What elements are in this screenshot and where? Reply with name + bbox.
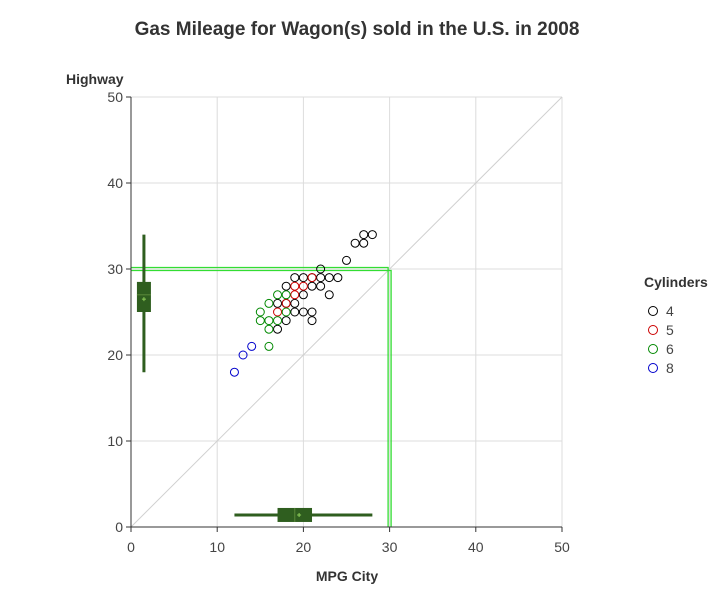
y-axis-ticks: 0 10 20 30 40 50 <box>107 89 131 535</box>
data-point-cyl-4 <box>342 255 351 265</box>
x-box-mean-marker <box>297 512 302 517</box>
legend-marker <box>648 363 658 373</box>
legend-label: 8 <box>666 360 674 376</box>
y-box-iqr <box>136 281 151 312</box>
y-tick-label: 40 <box>107 175 123 191</box>
data-point-cyl-8 <box>247 341 257 351</box>
legend-label: 5 <box>666 322 674 338</box>
legend-label: 6 <box>666 341 674 357</box>
data-point-cyl-4 <box>316 273 326 283</box>
y-tick-label: 20 <box>107 347 123 363</box>
marginal-box-plots <box>136 234 373 522</box>
legend-marker <box>648 306 658 316</box>
data-point-cyl-4 <box>324 273 334 283</box>
data-point-cyl-5 <box>273 307 283 317</box>
legend-label: 4 <box>666 303 674 319</box>
data-point-cyl-4 <box>298 290 308 300</box>
data-point-cyl-5 <box>290 281 300 291</box>
y-tick-label: 30 <box>107 261 123 277</box>
data-point-cyl-4 <box>281 281 291 291</box>
scatter-points <box>229 230 377 377</box>
data-point-cyl-6 <box>264 316 274 326</box>
data-point-cyl-4 <box>307 281 317 291</box>
y-tick-label: 0 <box>115 519 123 535</box>
legend: Cylinders 4 5 6 8 <box>644 274 708 376</box>
x-tick-label: 10 <box>209 539 225 555</box>
data-point-cyl-4 <box>359 230 369 240</box>
data-point-cyl-6 <box>264 298 274 308</box>
data-point-cyl-8 <box>229 367 239 377</box>
data-point-cyl-4 <box>298 273 308 283</box>
data-point-cyl-6 <box>255 307 265 317</box>
data-point-cyl-6 <box>273 290 283 300</box>
data-point-cyl-8 <box>238 350 248 360</box>
data-point-cyl-5 <box>290 290 300 300</box>
data-point-cyl-4 <box>350 238 360 248</box>
grid-lines <box>131 96 563 527</box>
data-point-cyl-4 <box>316 281 326 291</box>
x-tick-label: 30 <box>382 539 398 555</box>
data-point-cyl-5 <box>281 298 291 308</box>
data-point-cyl-4 <box>281 316 291 326</box>
threshold-guide-line <box>131 269 392 527</box>
data-point-cyl-4 <box>333 273 343 283</box>
y-tick-label: 10 <box>107 433 123 449</box>
x-axis-ticks: 0 10 20 30 40 50 <box>127 527 570 555</box>
legend-title: Cylinders <box>644 274 708 290</box>
data-point-cyl-6 <box>255 316 265 326</box>
x-tick-label: 20 <box>296 539 312 555</box>
data-point-cyl-6 <box>264 341 274 351</box>
data-point-cyl-4 <box>273 324 283 334</box>
data-point-cyl-4 <box>290 273 300 283</box>
data-point-cyl-4 <box>324 290 334 300</box>
data-point-cyl-6 <box>281 307 291 317</box>
legend-marker <box>648 325 658 335</box>
data-point-cyl-6 <box>273 316 283 326</box>
x-tick-label: 50 <box>554 539 570 555</box>
data-point-cyl-4 <box>316 264 326 274</box>
data-point-cyl-4 <box>290 298 300 308</box>
diagonal-reference-line <box>130 96 563 528</box>
chart-title: Gas Mileage for Wagon(s) sold in the U.S… <box>135 19 580 40</box>
data-point-cyl-4 <box>273 298 283 308</box>
data-point-cyl-5 <box>298 281 308 291</box>
data-point-cyl-4 <box>367 230 377 240</box>
x-tick-label: 40 <box>468 539 484 555</box>
data-point-cyl-4 <box>359 238 369 248</box>
data-point-cyl-4 <box>298 307 308 317</box>
data-point-cyl-4 <box>290 307 300 317</box>
y-tick-label: 50 <box>107 89 123 105</box>
y-axis-label: Highway <box>66 71 124 87</box>
x-axis-label: MPG City <box>316 568 378 584</box>
reference-lines <box>130 96 563 528</box>
y-box-mean-marker <box>141 297 146 302</box>
data-point-cyl-6 <box>281 290 291 300</box>
data-point-cyl-6 <box>264 324 274 334</box>
threshold-guide-line <box>131 266 389 527</box>
data-point-cyl-5 <box>307 273 317 283</box>
x-tick-label: 0 <box>127 539 135 555</box>
legend-marker <box>648 344 658 354</box>
data-point-cyl-4 <box>307 307 317 317</box>
axes <box>130 97 562 528</box>
data-point-cyl-4 <box>307 316 317 326</box>
